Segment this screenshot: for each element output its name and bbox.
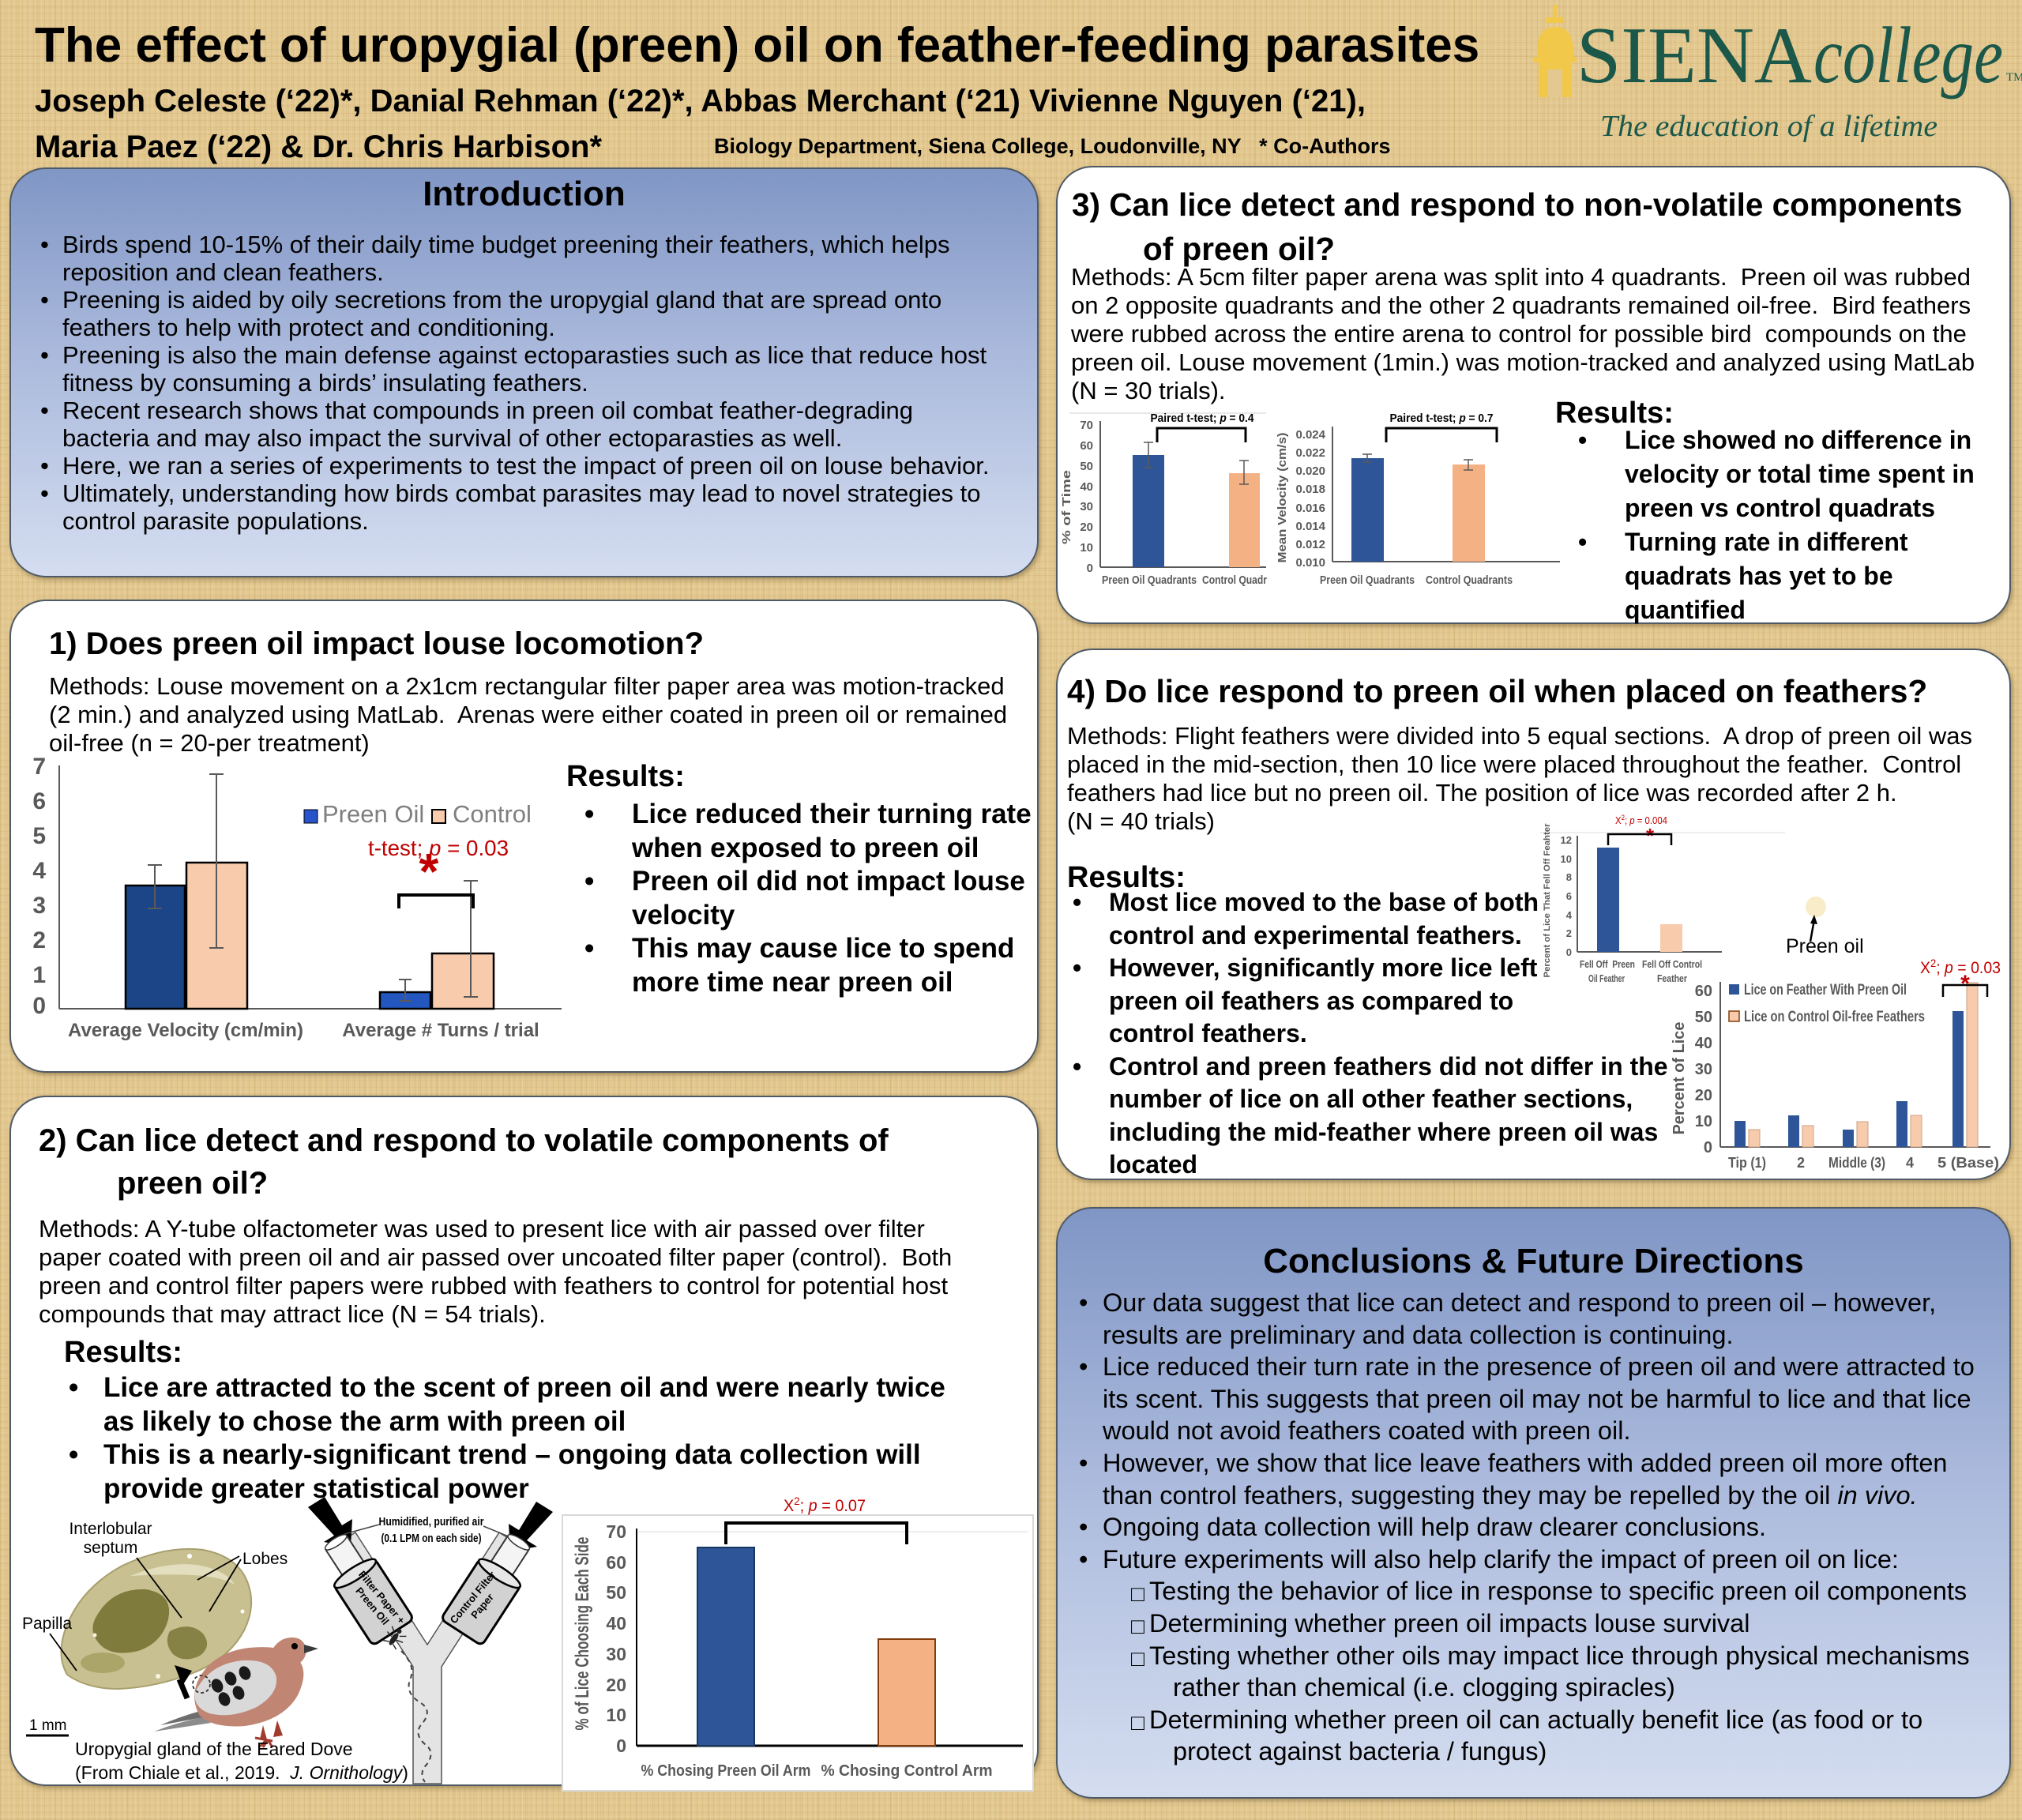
svg-text:Uropygial gland of the Eared D: Uropygial gland of the Eared Dove: [75, 1739, 353, 1759]
svg-text:4: 4: [32, 858, 46, 884]
svg-text:2: 2: [1797, 1155, 1805, 1171]
svg-text:*: *: [1646, 824, 1655, 848]
svg-text:0: 0: [1087, 562, 1093, 575]
svg-text:4: 4: [1906, 1155, 1914, 1171]
svg-text:40: 40: [1695, 1035, 1712, 1052]
svg-text:Percent of Lice: Percent of Lice: [1671, 1022, 1688, 1135]
svg-text:40: 40: [606, 1613, 626, 1634]
svg-text:Fell Off Control: Fell Off Control: [1642, 958, 1702, 970]
svg-text:4: 4: [1566, 909, 1573, 921]
svg-text:70: 70: [606, 1521, 626, 1542]
svg-text:Average # Turns / trial: Average # Turns / trial: [342, 1020, 539, 1041]
svg-text:20: 20: [1080, 521, 1093, 534]
svg-text:0.010: 0.010: [1295, 556, 1325, 570]
svg-text:Paired t-test; p = 0.4: Paired t-test; p = 0.4: [1151, 412, 1255, 425]
svg-text:60: 60: [1695, 983, 1712, 1000]
svg-text:Oil Feather: Oil Feather: [1588, 972, 1625, 984]
svg-text:(From Chiale et al., 2019. J.: (From Chiale et al., 2019. J. Ornitholog…: [75, 1762, 408, 1783]
svg-text:0.012: 0.012: [1295, 538, 1325, 551]
svg-text:30: 30: [1695, 1061, 1712, 1078]
svg-text:1: 1: [32, 962, 46, 988]
svg-text:Preen oil: Preen oil: [1786, 935, 1864, 957]
svg-text:% Chosing Control Arm: % Chosing Control Arm: [821, 1762, 993, 1780]
svg-text:10: 10: [1695, 1113, 1712, 1130]
svg-text:Middle (3): Middle (3): [1828, 1155, 1885, 1171]
svg-text:*: *: [419, 843, 439, 900]
svg-text:Paired t-test; p = 0.7: Paired t-test; p = 0.7: [1390, 412, 1494, 425]
svg-text:60: 60: [1080, 439, 1093, 453]
svg-text:Preen Oil Quadrants: Preen Oil Quadrants: [1102, 573, 1197, 587]
svg-text:50: 50: [606, 1582, 626, 1603]
svg-text:Fell Off Preen: Fell Off Preen: [1580, 958, 1635, 970]
svg-text:2: 2: [1566, 927, 1572, 939]
svg-text:30: 30: [606, 1644, 626, 1664]
svg-text:% of Time: % of Time: [1060, 470, 1073, 544]
svg-text:Feather: Feather: [1657, 972, 1687, 984]
svg-text:0: 0: [616, 1735, 626, 1756]
svg-text:70: 70: [1080, 419, 1093, 432]
svg-text:5: 5: [32, 823, 46, 849]
svg-text:Mean Velocity (cm/s): Mean Velocity (cm/s): [1276, 433, 1289, 563]
svg-text:20: 20: [606, 1675, 626, 1695]
svg-text:TM: TM: [2006, 71, 2022, 84]
svg-text:The education of a lifetime: The education of a lifetime: [1600, 110, 1937, 143]
svg-text:0.016: 0.016: [1295, 502, 1325, 515]
svg-text:10: 10: [1561, 853, 1572, 865]
svg-text:6: 6: [1566, 890, 1572, 902]
svg-text:SIENA: SIENA: [1577, 11, 1812, 100]
svg-text:10: 10: [1080, 541, 1093, 555]
svg-text:30: 30: [1080, 500, 1093, 513]
svg-text:10: 10: [606, 1705, 626, 1725]
svg-text:0.020: 0.020: [1295, 464, 1325, 478]
svg-text:Tip (1): Tip (1): [1728, 1155, 1766, 1171]
svg-text:t-test; p = 0.03: t-test; p = 0.03: [368, 836, 509, 860]
svg-text:7: 7: [32, 754, 46, 780]
svg-text:Percent of Lice That Fell Off: Percent of Lice That Fell Off Feahter: [1543, 823, 1552, 978]
svg-text:60: 60: [606, 1552, 626, 1573]
svg-text:Average Velocity (cm/min): Average Velocity (cm/min): [68, 1020, 303, 1041]
svg-text:8: 8: [1566, 871, 1572, 883]
svg-text:50: 50: [1695, 1009, 1712, 1026]
svg-text:0: 0: [32, 993, 46, 1019]
svg-text:50: 50: [1080, 460, 1093, 473]
svg-text:3: 3: [32, 893, 46, 919]
svg-text:septum: septum: [84, 1539, 138, 1557]
svg-text:Interlobular: Interlobular: [69, 1520, 152, 1538]
svg-text:Control Quadr: Control Quadr: [1202, 573, 1267, 587]
svg-text:Lice on Control Oil-free Feath: Lice on Control Oil-free Feathers: [1744, 1009, 1925, 1025]
svg-text:X2; p = 0.07: X2; p = 0.07: [784, 1495, 866, 1515]
svg-text:6: 6: [32, 788, 46, 814]
svg-text:*: *: [1960, 971, 1970, 997]
svg-text:Control: Control: [453, 800, 532, 828]
svg-text:1 mm: 1 mm: [29, 1717, 67, 1734]
svg-text:college: college: [1813, 11, 2003, 100]
svg-text:2: 2: [32, 927, 46, 953]
svg-text:Preen Oil: Preen Oil: [322, 800, 424, 828]
svg-text:0.018: 0.018: [1295, 483, 1325, 496]
svg-text:5 (Base): 5 (Base): [1937, 1155, 1999, 1171]
svg-text:Lice on Feather With Preen Oil: Lice on Feather With Preen Oil: [1744, 982, 1907, 998]
svg-text:0.014: 0.014: [1295, 520, 1325, 533]
svg-text:(0.1 LPM on each side): (0.1 LPM on each side): [381, 1532, 482, 1545]
svg-text:% of Lice Choosing Each Side: % of Lice Choosing Each Side: [572, 1537, 593, 1731]
svg-text:12: 12: [1561, 834, 1572, 846]
svg-text:Lobes: Lobes: [242, 1550, 288, 1568]
svg-text:0.024: 0.024: [1295, 428, 1325, 442]
svg-text:0: 0: [1704, 1139, 1712, 1156]
svg-text:Control Quadrants: Control Quadrants: [1426, 573, 1513, 587]
svg-text:40: 40: [1080, 480, 1093, 494]
svg-text:0: 0: [1566, 946, 1572, 958]
svg-text:Humidified, purified air: Humidified, purified air: [379, 1515, 484, 1529]
svg-text:Papilla: Papilla: [22, 1615, 72, 1633]
svg-text:% Chosing Preen Oil Arm: % Chosing Preen Oil Arm: [641, 1762, 811, 1780]
svg-text:X2; p = 0.004: X2; p = 0.004: [1615, 814, 1667, 826]
svg-text:Preen Oil Quadrants: Preen Oil Quadrants: [1320, 573, 1415, 587]
svg-text:0.022: 0.022: [1295, 446, 1325, 460]
svg-text:20: 20: [1695, 1087, 1712, 1104]
